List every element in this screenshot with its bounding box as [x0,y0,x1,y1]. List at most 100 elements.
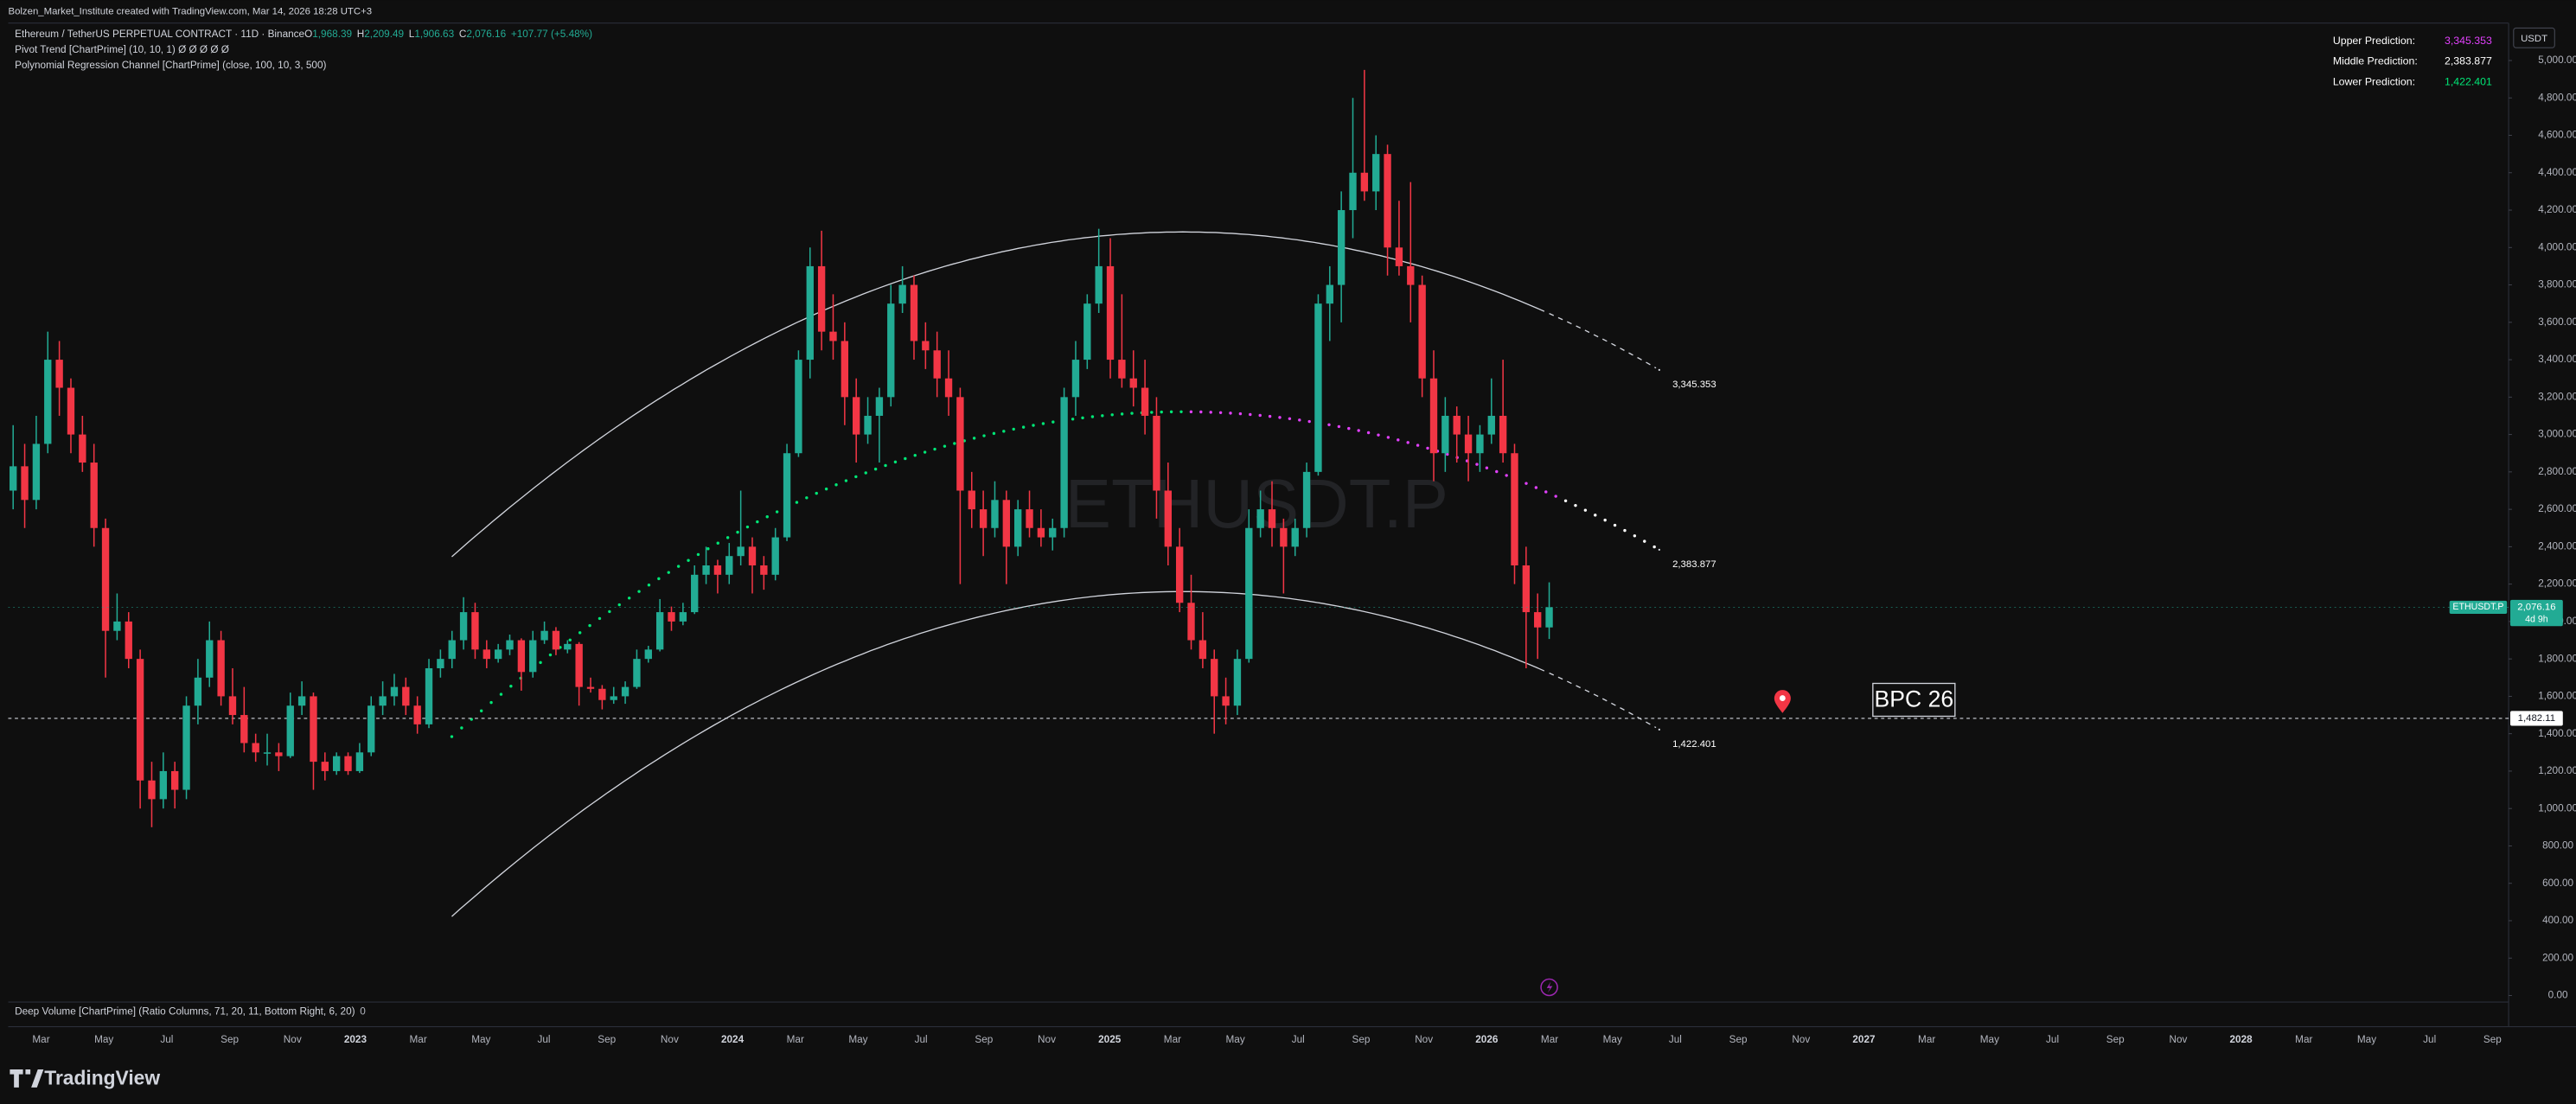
x-tick-label: Jul [1669,1034,1682,1045]
y-tick-label: 4,200.00 [2538,204,2576,215]
candle-body [575,643,583,687]
candle-body [552,630,560,650]
pivot-trend-dot [923,450,927,454]
channel-projection [1549,672,1657,729]
pivot-trend-dot [1032,424,1035,427]
pivot-trend-dot [647,584,651,587]
candle-body [944,378,953,398]
pivot-trend-dot [1288,417,1292,421]
pivot-trend-dot [893,460,898,464]
pivot-trend-dot [1090,415,1095,418]
x-tick-label: Jul [160,1034,173,1045]
pivot-trend-dot [756,520,759,524]
currency-box[interactable] [2513,27,2555,48]
pivot-trend-dot [1179,410,1183,413]
candle-body [1164,490,1172,547]
x-tick-label: Jul [537,1034,550,1045]
pivot-trend-dot [1544,490,1548,494]
candle-body [1141,387,1149,416]
pivot-trend-dot [1613,523,1617,527]
pivot-trend-dot [953,442,956,445]
attribution: Bolzen_Market_Institute created with Tra… [8,6,372,16]
pivot-trend-dot [1021,425,1026,429]
candle-body [55,360,63,388]
candle-body [598,688,606,700]
candle-body [1429,378,1438,454]
last-bar: O1,968.39 H2,209.49 L1,906.63 C2,076.16 +107… [304,29,592,40]
pivot-trend-dot [844,479,848,482]
pivot-trend-dot [873,467,878,471]
symbol-label: ETHUSDT.P [2452,602,2503,612]
candle-body [610,696,617,700]
candle-body [228,696,237,716]
candle-body [887,303,895,398]
brand-logo: TradingView [10,1066,160,1088]
candle-body [1314,303,1322,472]
pivot-trend-dot [1218,411,1223,414]
candle-body [668,612,675,622]
pivot-trend-dot [1258,413,1262,418]
pivot-trend-dot [1169,410,1173,414]
x-tick-label: May [471,1034,490,1045]
pin-dot [1779,695,1786,702]
y-tick-label: 3,200.00 [2538,391,2576,402]
candle-body [125,621,132,660]
candle-body [1384,154,1391,248]
y-tick-label: 2,600.00 [2538,503,2576,514]
pivot-trend-dot [1051,420,1055,424]
ohlc-key: H [357,29,365,40]
x-tick-label: May [94,1034,113,1045]
x-tick-label: May [848,1034,867,1045]
currency[interactable]: USDT [2521,34,2547,44]
x-tick-label: Sep [1729,1034,1748,1045]
candle-body [1129,378,1137,388]
candle-body [853,397,860,435]
candle-body [171,770,179,790]
candle-body [1106,265,1115,361]
candle-body [1222,696,1230,706]
candle-body [956,397,964,491]
candle-body [194,677,202,706]
candle-body [1395,247,1403,266]
pivot-trend-dot [1041,422,1045,425]
candle-body [517,640,526,673]
pivot-trend-dot [657,577,661,581]
y-tick-label: 4,800.00 [2538,92,2576,103]
candle-body [586,686,595,689]
pivot-trend-dot [884,463,887,468]
brand: TradingView [44,1066,160,1088]
pivot-trend-dot [725,536,730,539]
x-tick-label: Nov [1038,1034,1056,1045]
pivot-trend-dot [617,603,621,607]
candle-body [922,341,930,351]
x-tick-label: Sep [221,1034,239,1045]
candle-body [459,612,468,641]
logo-mark [10,1069,44,1088]
prediction-point [1658,728,1661,731]
y-tick-label: 1,600.00 [2538,691,2576,702]
candle-body [44,360,52,444]
candle-body [1118,360,1126,379]
candle-body [286,705,294,756]
event-icon[interactable] [1540,978,1558,997]
y-tick-label: 3,800.00 [2538,279,2576,290]
event-icon[interactable] [1546,981,1553,993]
pivot-trend-dot [1397,438,1400,442]
pivot-trend-dot [1366,431,1371,435]
y-tick-label: 5,000.00 [2538,54,2576,66]
candle-body [1268,509,1276,528]
candle-body [737,546,745,557]
pivot-trend-dot [1268,414,1272,418]
candle-body [240,715,248,743]
x-tick-label: Jul [2423,1034,2436,1045]
channel-line [451,590,1545,917]
x-tick-label: Sep [598,1034,616,1045]
candle-body [1095,265,1103,304]
pivot-trend-dot [1357,429,1360,432]
pivot-trend-dot [1475,463,1479,466]
pivot-trend-dot [450,735,454,738]
legend-value: 3,345.353 [2445,35,2492,47]
candle-body [390,686,399,697]
